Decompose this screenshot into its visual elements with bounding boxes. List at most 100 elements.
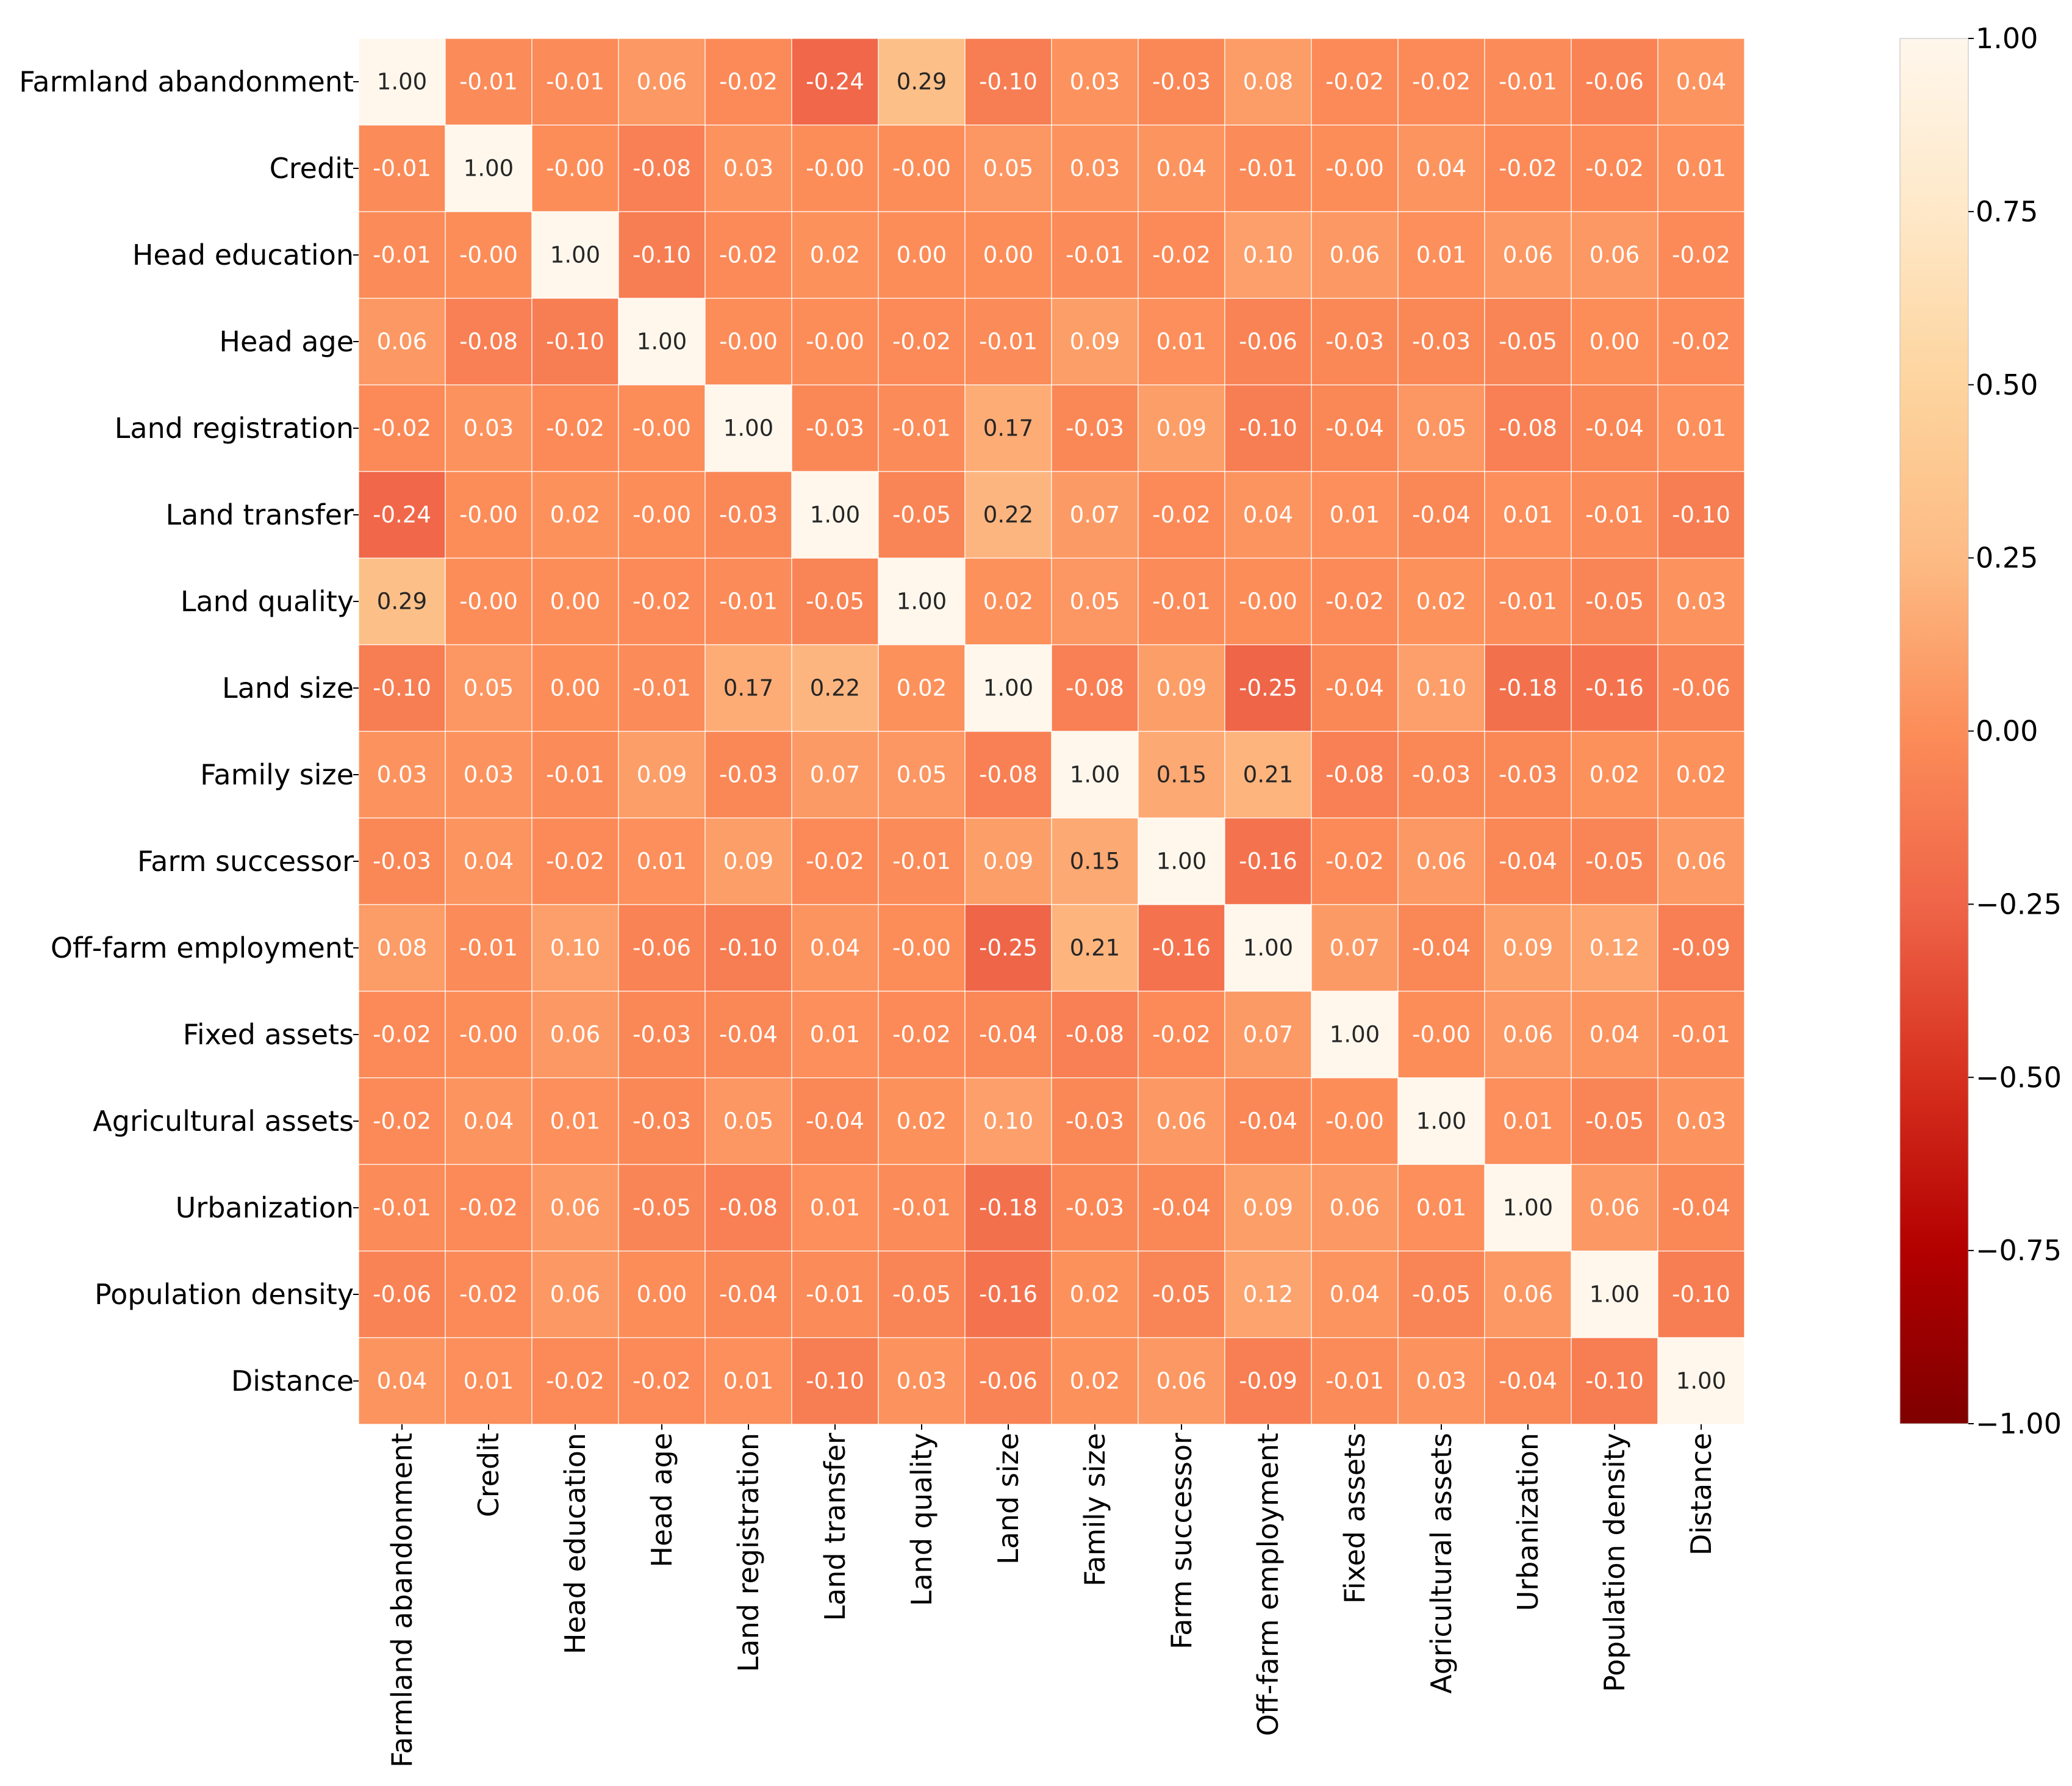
heatmap-cell [1397,1077,1485,1165]
heatmap-cell [1484,644,1572,732]
heatmap-cell [1397,384,1485,472]
heatmap-cell [1311,471,1399,559]
heatmap-cell-value: -0.01 [546,69,604,95]
heatmap-cell [704,298,792,386]
heatmap-cell-value: -0.00 [806,329,864,355]
heatmap-cell [531,1077,619,1165]
heatmap-cell [531,904,619,992]
heatmap-cell [1657,817,1745,905]
heatmap-cell [878,1337,966,1425]
heatmap-cell-value: 0.06 [1503,242,1553,268]
heatmap-cell [1051,471,1139,559]
heatmap-cell [1397,817,1485,905]
heatmap-cell-value: -0.00 [1325,156,1384,182]
heatmap-cell-value: 0.04 [1156,156,1206,182]
heatmap-cell-value: -0.00 [719,329,778,355]
heatmap-cell-value: 0.09 [983,848,1033,875]
heatmap-cell-value: 0.10 [550,935,600,961]
colorbar-gradient [1899,38,1969,1424]
heatmap-cell [1311,1250,1399,1338]
heatmap-cell-value: -0.01 [373,156,431,182]
heatmap-cell [704,1164,792,1252]
heatmap-cell [531,211,619,299]
heatmap-cell [358,471,446,559]
row-label-land-size: Land size [222,672,354,705]
heatmap-cell-value: 0.01 [1503,502,1553,528]
heatmap-cell-value: -0.04 [1499,848,1557,875]
heatmap-cell-value: -0.00 [633,415,691,442]
heatmap-cell [1138,38,1225,126]
heatmap-cell [358,1250,446,1338]
heatmap-cell [1397,731,1485,819]
heatmap-cell-value: -0.00 [892,935,951,961]
heatmap-cell-value: 0.10 [1416,675,1466,701]
heatmap-cell [964,1250,1052,1338]
heatmap-cell [878,384,966,472]
heatmap-cell [1657,904,1745,992]
heatmap-cell-value: -0.10 [1672,1282,1730,1308]
heatmap-cell [358,1077,446,1165]
column-label-head-age: Head age [645,1433,678,1568]
heatmap-cell [791,1337,879,1425]
heatmap-cell [618,904,706,992]
heatmap-cell [531,817,619,905]
heatmap-cell-value: 0.05 [464,675,514,701]
heatmap-cell-value: 0.02 [897,1108,947,1135]
heatmap-cell-value: -0.00 [1412,1022,1471,1048]
heatmap-cell [704,1337,792,1425]
heatmap-cell-value: -0.05 [1585,1108,1644,1135]
heatmap-cell-value: 0.21 [1070,935,1120,961]
heatmap-cell [878,558,966,645]
row-label-land-transfer: Land transfer [166,498,354,531]
heatmap-cell-value: 0.06 [1330,1195,1380,1221]
heatmap-cell-value: 1.00 [1676,1368,1726,1394]
heatmap-cell-value: 0.04 [1243,502,1293,528]
heatmap-cell [964,991,1052,1078]
column-label-head-education: Head education [559,1433,592,1654]
heatmap-cell-value: 0.09 [1156,675,1206,701]
heatmap-cell-value: -0.08 [719,1195,778,1221]
heatmap-cell [445,991,532,1078]
heatmap-cell [1657,1077,1745,1165]
colorbar-tick-label: 1.00 [1976,22,2038,55]
heatmap-cell-value: 0.03 [1676,1108,1726,1135]
heatmap-cell-value: -0.10 [373,675,431,701]
heatmap-cell [704,38,792,126]
heatmap-cell-value: -0.08 [1066,675,1124,701]
heatmap-cell-value: -0.01 [1672,1022,1730,1048]
heatmap-cell-value: 0.01 [1416,242,1466,268]
heatmap-cell [1397,124,1485,212]
heatmap-cell [1484,298,1572,386]
heatmap-cell-value: 0.07 [1243,1022,1293,1048]
heatmap-cell [704,1077,792,1165]
row-label-family-size: Family size [200,758,354,791]
heatmap-cell-value: 0.06 [550,1195,600,1221]
heatmap-cell-value: -0.10 [1672,502,1730,528]
heatmap-cell [618,558,706,645]
heatmap-cell-value: -0.00 [546,156,604,182]
heatmap-cell [1657,384,1745,472]
heatmap-cell [1138,211,1225,299]
heatmap-cell [358,38,446,126]
heatmap-cell [1484,38,1572,126]
heatmap-cell [531,558,619,645]
heatmap-cell-value: -0.00 [1325,1108,1384,1135]
heatmap-cell [964,38,1052,126]
heatmap-cell-value: -0.02 [546,848,604,875]
heatmap-cell-value: 1.00 [1503,1195,1553,1221]
heatmap-cell-value: 0.22 [983,502,1033,528]
heatmap-cell-value: 0.08 [1243,69,1293,95]
heatmap-cell-value: -0.04 [806,1108,864,1135]
heatmap-cell-value: 1.00 [464,156,514,182]
heatmap-cell-value: -0.01 [892,848,951,875]
heatmap-cell [1138,1250,1225,1338]
heatmap-cell-value: 0.03 [1676,589,1726,615]
heatmap-cell-value: 0.01 [637,848,687,875]
heatmap-cell-value: 0.04 [1590,1022,1640,1048]
heatmap-cell [358,991,446,1078]
heatmap-cell-value: 0.05 [1070,589,1120,615]
heatmap-cell-value: -0.16 [1239,848,1297,875]
heatmap-cell-value: 1.00 [1243,935,1293,961]
heatmap-cell [1224,1164,1312,1252]
heatmap-cell-value: -0.06 [1585,69,1644,95]
